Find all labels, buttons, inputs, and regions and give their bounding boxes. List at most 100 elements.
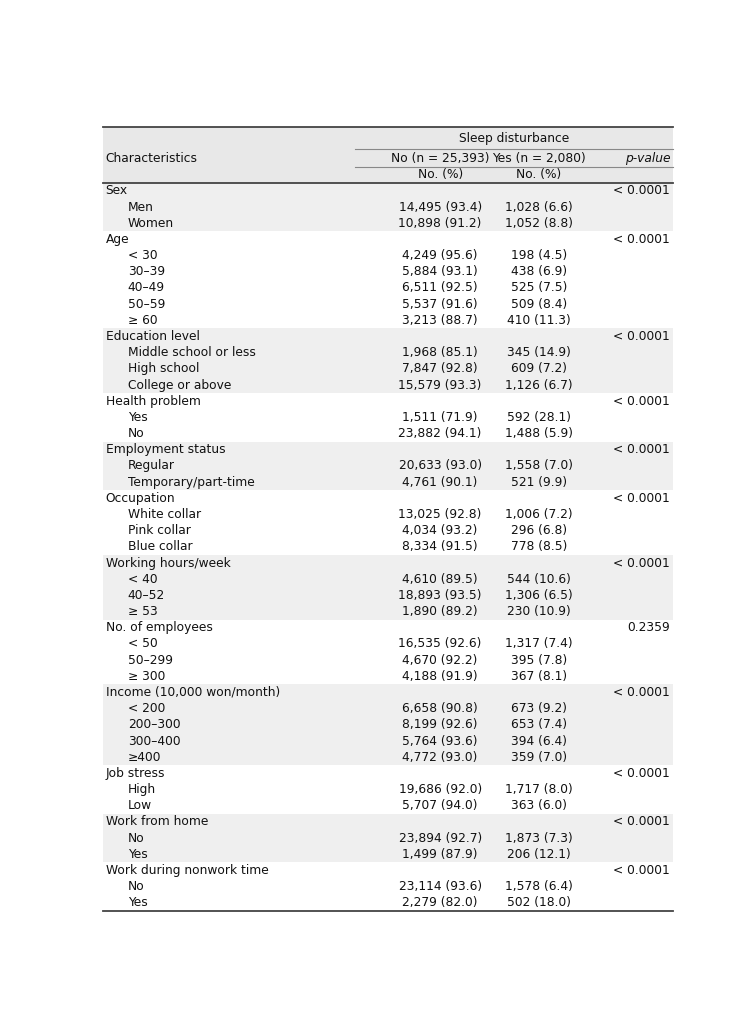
Text: 1,306 (6.5): 1,306 (6.5) <box>505 589 573 601</box>
Text: 345 (14.9): 345 (14.9) <box>507 346 571 359</box>
Bar <box>103 749 673 765</box>
Bar <box>103 862 673 879</box>
Text: 609 (7.2): 609 (7.2) <box>511 362 567 375</box>
Text: < 0.0001: < 0.0001 <box>614 864 670 877</box>
Text: p-value: p-value <box>625 152 670 164</box>
Text: 1,126 (6.7): 1,126 (6.7) <box>505 378 573 392</box>
Bar <box>103 894 673 911</box>
Text: ≥ 300: ≥ 300 <box>128 670 165 683</box>
Text: 19,686 (92.0): 19,686 (92.0) <box>399 783 482 796</box>
Text: 230 (10.9): 230 (10.9) <box>507 605 571 618</box>
Bar <box>103 652 673 668</box>
Bar <box>103 248 673 263</box>
Bar <box>103 668 673 685</box>
Text: < 0.0001: < 0.0001 <box>614 686 670 699</box>
Text: 4,188 (91.9): 4,188 (91.9) <box>403 670 478 683</box>
Text: Age: Age <box>105 233 129 246</box>
Text: 5,707 (94.0): 5,707 (94.0) <box>403 800 478 812</box>
Text: 50–59: 50–59 <box>128 297 165 310</box>
Text: 509 (8.4): 509 (8.4) <box>511 297 567 310</box>
Bar <box>103 313 673 328</box>
Text: No. of employees: No. of employees <box>105 621 213 634</box>
Text: No. (%): No. (%) <box>418 169 463 181</box>
Bar <box>103 507 673 522</box>
Text: No: No <box>128 880 144 893</box>
Bar <box>103 846 673 862</box>
Text: Yes: Yes <box>128 848 147 860</box>
Text: 8,334 (91.5): 8,334 (91.5) <box>403 541 478 553</box>
Text: 50–299: 50–299 <box>128 654 173 666</box>
Text: 23,894 (92.7): 23,894 (92.7) <box>399 832 482 845</box>
Bar <box>103 830 673 846</box>
Text: Job stress: Job stress <box>105 767 165 780</box>
Text: 30–39: 30–39 <box>128 265 164 279</box>
Text: 1,558 (7.0): 1,558 (7.0) <box>505 460 573 473</box>
Text: Characteristics: Characteristics <box>105 152 198 164</box>
Bar <box>103 344 673 361</box>
Text: 1,006 (7.2): 1,006 (7.2) <box>505 508 573 521</box>
Text: 7,847 (92.8): 7,847 (92.8) <box>403 362 478 375</box>
Text: 592 (28.1): 592 (28.1) <box>507 411 571 424</box>
Text: < 40: < 40 <box>128 573 157 586</box>
Text: 6,511 (92.5): 6,511 (92.5) <box>403 282 478 294</box>
Text: 4,772 (93.0): 4,772 (93.0) <box>403 750 478 764</box>
Text: 1,511 (71.9): 1,511 (71.9) <box>403 411 478 424</box>
Text: 5,884 (93.1): 5,884 (93.1) <box>403 265 478 279</box>
Text: 4,761 (90.1): 4,761 (90.1) <box>403 476 478 488</box>
Text: 395 (7.8): 395 (7.8) <box>511 654 567 666</box>
Text: 1,499 (87.9): 1,499 (87.9) <box>403 848 478 860</box>
Bar <box>103 781 673 798</box>
Text: 10,898 (91.2): 10,898 (91.2) <box>399 217 482 229</box>
Text: High: High <box>128 783 155 796</box>
Text: 296 (6.8): 296 (6.8) <box>511 524 567 538</box>
Text: 1,717 (8.0): 1,717 (8.0) <box>505 783 573 796</box>
Text: 300–400: 300–400 <box>128 735 180 747</box>
Text: 13,025 (92.8): 13,025 (92.8) <box>399 508 482 521</box>
Text: No (n = 25,393): No (n = 25,393) <box>391 152 490 164</box>
Text: Low: Low <box>128 800 152 812</box>
Bar <box>103 263 673 280</box>
Text: 8,199 (92.6): 8,199 (92.6) <box>403 719 478 731</box>
Bar <box>103 231 673 248</box>
Text: 3,213 (88.7): 3,213 (88.7) <box>403 314 478 327</box>
Text: 544 (10.6): 544 (10.6) <box>507 573 571 586</box>
Bar <box>103 127 673 183</box>
Text: < 0.0001: < 0.0001 <box>614 184 670 197</box>
Text: Yes: Yes <box>128 896 147 910</box>
Bar <box>103 442 673 457</box>
Bar <box>103 555 673 572</box>
Text: Blue collar: Blue collar <box>128 541 192 553</box>
Text: 18,893 (93.5): 18,893 (93.5) <box>399 589 482 601</box>
Text: 23,114 (93.6): 23,114 (93.6) <box>399 880 481 893</box>
Text: Health problem: Health problem <box>105 395 201 408</box>
Bar <box>103 393 673 409</box>
Text: 6,658 (90.8): 6,658 (90.8) <box>403 702 478 715</box>
Text: 1,578 (6.4): 1,578 (6.4) <box>505 880 573 893</box>
Bar <box>103 717 673 733</box>
Bar <box>103 328 673 344</box>
Bar <box>103 685 673 701</box>
Bar <box>103 377 673 393</box>
Text: Working hours/week: Working hours/week <box>105 556 231 570</box>
Bar <box>103 490 673 507</box>
Text: < 0.0001: < 0.0001 <box>614 815 670 829</box>
Text: 4,034 (93.2): 4,034 (93.2) <box>403 524 478 538</box>
Text: 20,633 (93.0): 20,633 (93.0) <box>399 460 481 473</box>
Text: 673 (9.2): 673 (9.2) <box>511 702 567 715</box>
Bar <box>103 733 673 749</box>
Text: 1,317 (7.4): 1,317 (7.4) <box>505 637 573 651</box>
Text: < 0.0001: < 0.0001 <box>614 443 670 456</box>
Text: 4,610 (89.5): 4,610 (89.5) <box>403 573 478 586</box>
Text: 653 (7.4): 653 (7.4) <box>511 719 567 731</box>
Bar <box>103 183 673 198</box>
Text: Sex: Sex <box>105 184 128 197</box>
Text: 4,670 (92.2): 4,670 (92.2) <box>403 654 478 666</box>
Text: ≥ 53: ≥ 53 <box>128 605 158 618</box>
Bar <box>103 798 673 814</box>
Bar <box>103 620 673 636</box>
Text: No: No <box>128 427 144 440</box>
Text: < 50: < 50 <box>128 637 158 651</box>
Text: College or above: College or above <box>128 378 231 392</box>
Bar <box>103 603 673 620</box>
Text: < 0.0001: < 0.0001 <box>614 767 670 780</box>
